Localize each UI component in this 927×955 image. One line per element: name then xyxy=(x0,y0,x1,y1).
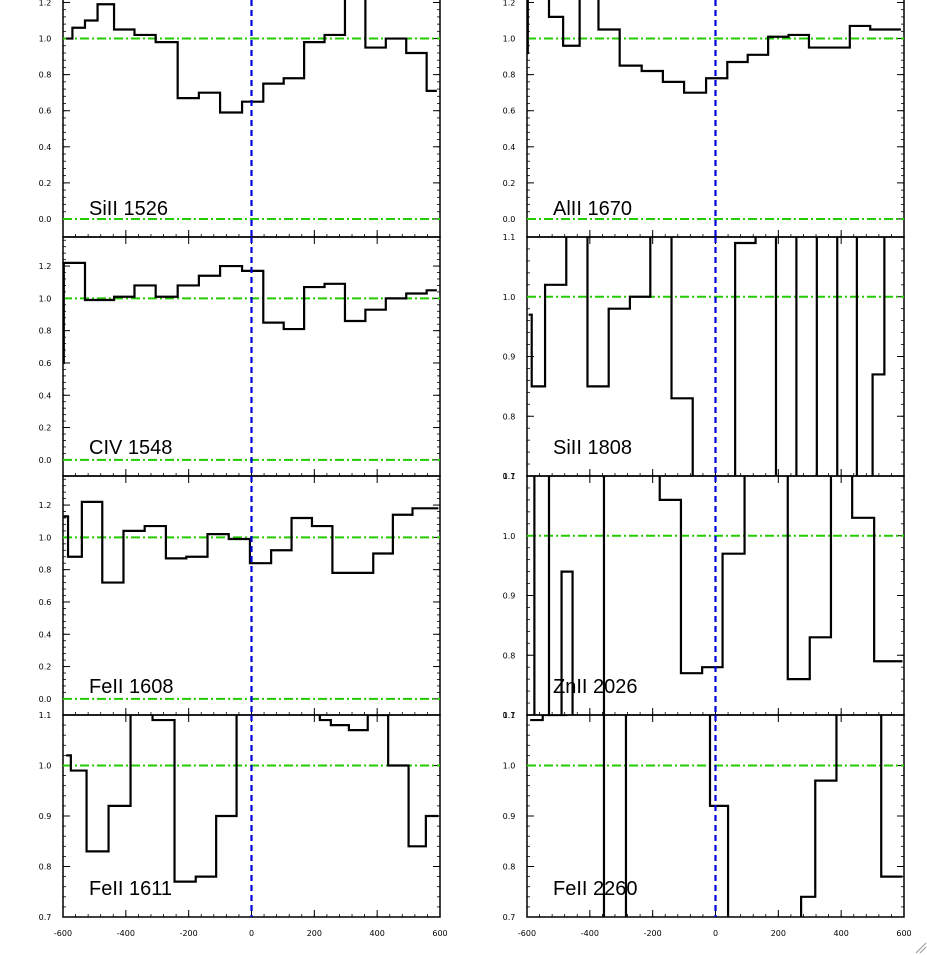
panel-label: AlII 1670 xyxy=(553,198,632,220)
x-tick-label: 600 xyxy=(432,929,447,938)
panel-label: SiII 1526 xyxy=(89,198,168,220)
y-tick-label: 1.2 xyxy=(39,501,52,510)
y-tick-label: 0.8 xyxy=(503,863,516,872)
y-tick-label: 0.9 xyxy=(503,353,516,362)
panel-feii-1611: 0.7 0.8 0.9 1.0 1.1 -600 -400 -200 0 200 400 600 FeI… xyxy=(39,711,448,938)
y-tick-label: 0.8 xyxy=(39,566,52,575)
y-tick-label: 1.1 xyxy=(503,711,516,720)
y-tick-label: 1.1 xyxy=(503,233,516,242)
y-tick-label: 1.2 xyxy=(503,0,516,7)
panel-civ-1548: 0.0 0.2 0.4 0.6 0.8 1.0 1.2 CIV 1548 xyxy=(39,236,441,477)
y-tick-label: 0.8 xyxy=(503,651,516,660)
spectrum-line xyxy=(527,0,901,94)
panel-feii-1608: 0.0 0.2 0.4 0.6 0.8 1.0 1.2 FeII 1608 xyxy=(39,475,441,716)
resize-grip-icon[interactable] xyxy=(915,942,927,954)
y-tick-label: 0.2 xyxy=(39,179,52,188)
panel-znii-2026: 0.7 0.8 0.9 1.0 1.1 ZnII 2026 xyxy=(503,472,905,720)
x-tick-label: -600 xyxy=(518,929,536,938)
y-tick-label: 0.7 xyxy=(503,472,516,481)
x-tick-label: -200 xyxy=(180,929,198,938)
x-tick-label: 0 xyxy=(249,929,254,938)
y-tick-label: 1.0 xyxy=(39,35,52,44)
panel-siii-1526: 0.0 0.2 0.4 0.6 0.8 1.0 1.2 SiII 1526 xyxy=(39,0,441,238)
y-tick-label: 1.0 xyxy=(39,294,52,303)
y-tick-label: 0.7 xyxy=(39,913,52,922)
y-tick-label: 0.6 xyxy=(39,598,52,607)
x-tick-label: -600 xyxy=(54,929,72,938)
panel-feii-2260: 0.7 0.8 0.9 1.0 1.1 -600 -400 -200 0 200 400 600 FeI… xyxy=(503,711,912,938)
spectrum-line xyxy=(533,476,903,715)
y-tick-label: 0.2 xyxy=(39,663,52,672)
x-tick-label: -400 xyxy=(581,929,599,938)
y-tick-label: 0.9 xyxy=(503,812,516,821)
y-tick-label: 0.8 xyxy=(39,863,52,872)
x-tick-label: 200 xyxy=(307,929,322,938)
y-tick-label: 0.6 xyxy=(39,359,52,368)
panel-label: FeII 2260 xyxy=(553,878,638,900)
y-tick-label: 0.0 xyxy=(39,456,52,465)
y-tick-label: 0.0 xyxy=(39,215,52,224)
y-tick-label: 1.1 xyxy=(503,472,516,481)
y-tick-label: 1.0 xyxy=(503,532,516,541)
x-tick-label: -200 xyxy=(644,929,662,938)
y-tick-label: 1.0 xyxy=(503,35,516,44)
y-tick-label: 1.1 xyxy=(39,711,52,720)
spectrum-line xyxy=(63,261,437,365)
y-tick-label: 0.0 xyxy=(503,215,516,224)
y-tick-label: 0.6 xyxy=(503,107,516,116)
y-tick-label: 0.8 xyxy=(503,412,516,421)
x-tick-label: 0 xyxy=(713,929,718,938)
y-tick-label: 0.8 xyxy=(39,71,52,80)
spectrum-line xyxy=(63,500,439,584)
y-tick-label: 0.7 xyxy=(503,913,516,922)
panel-label: FeII 1611 xyxy=(89,878,172,900)
x-tick-label: 400 xyxy=(370,929,385,938)
y-tick-label: 1.2 xyxy=(39,262,52,271)
x-tick-label: 200 xyxy=(771,929,786,938)
y-tick-label: 0.2 xyxy=(503,179,516,188)
y-tick-label: 0.8 xyxy=(39,327,52,336)
y-tick-label: 1.0 xyxy=(39,533,52,542)
panel-label: ZnII 2026 xyxy=(553,676,638,698)
y-tick-label: 1.2 xyxy=(39,0,52,7)
y-tick-label: 1.0 xyxy=(503,762,516,771)
y-tick-label: 0.9 xyxy=(39,812,52,821)
panel-label: FeII 1608 xyxy=(89,676,174,698)
panel-label: SiII 1808 xyxy=(553,437,632,459)
x-tick-label: 400 xyxy=(834,929,849,938)
y-tick-label: 1.0 xyxy=(39,762,52,771)
y-tick-label: 0.0 xyxy=(39,695,52,704)
y-tick-label: 0.4 xyxy=(503,143,516,152)
spectrum-line xyxy=(528,237,886,476)
y-tick-label: 0.2 xyxy=(39,424,52,433)
x-tick-label: 600 xyxy=(896,929,911,938)
panel-label: CIV 1548 xyxy=(89,437,172,459)
panel-siii-1808: 0.7 0.8 0.9 1.0 1.1 SiII 1808 xyxy=(503,233,905,481)
spectrum-line xyxy=(66,715,439,883)
y-tick-label: 1.0 xyxy=(503,293,516,302)
panel-alii-1670: 0.0 0.2 0.4 0.6 0.8 1.0 1.2 AlII 1670 xyxy=(503,0,905,238)
x-tick-label: -400 xyxy=(117,929,135,938)
y-tick-label: 0.4 xyxy=(39,391,52,400)
y-tick-label: 0.4 xyxy=(39,630,52,639)
y-tick-label: 0.7 xyxy=(503,711,516,720)
y-tick-label: 0.8 xyxy=(503,71,516,80)
y-tick-label: 0.9 xyxy=(503,592,516,601)
spectrum-line xyxy=(530,715,903,917)
y-tick-label: 0.6 xyxy=(39,107,52,116)
spectrum-line xyxy=(66,0,437,114)
y-tick-label: 0.4 xyxy=(39,143,52,152)
